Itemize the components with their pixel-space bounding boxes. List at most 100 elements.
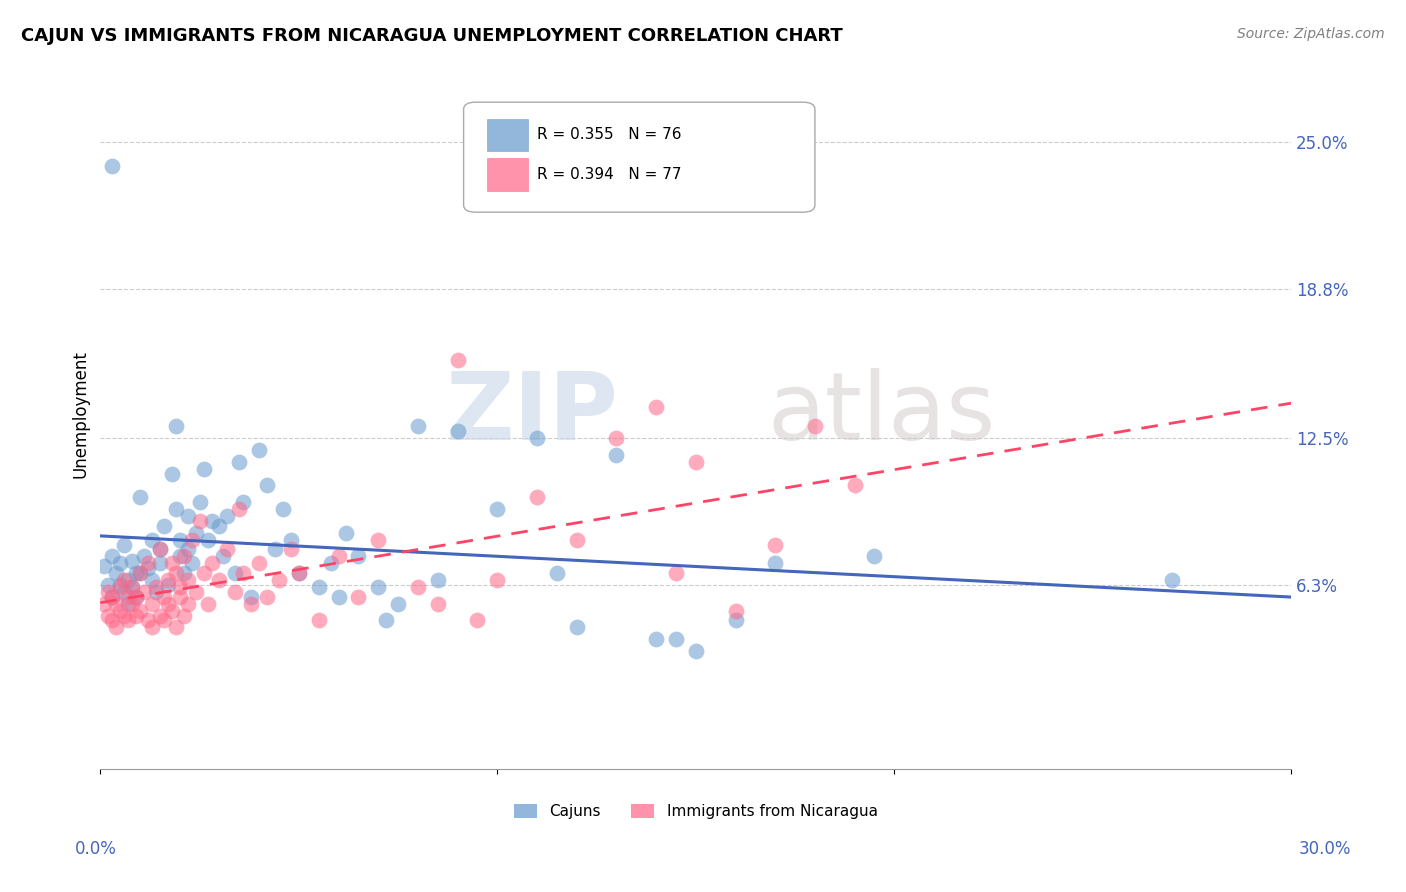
Point — [117, 573, 139, 587]
Point — [149, 557, 172, 571]
Point — [173, 549, 195, 564]
Point — [117, 597, 139, 611]
Point — [141, 573, 163, 587]
Point — [665, 566, 688, 580]
Point — [645, 401, 668, 415]
Point — [217, 509, 239, 524]
Point — [97, 585, 120, 599]
Point — [200, 557, 222, 571]
Point — [169, 580, 191, 594]
Point — [169, 533, 191, 547]
Point — [112, 573, 135, 587]
Point — [160, 557, 183, 571]
Point — [685, 644, 707, 658]
Point — [129, 490, 152, 504]
Point — [763, 537, 786, 551]
Point — [176, 542, 198, 557]
Point — [125, 608, 148, 623]
Point — [132, 585, 155, 599]
Point — [240, 590, 263, 604]
Point — [97, 608, 120, 623]
Point — [132, 549, 155, 564]
Point — [200, 514, 222, 528]
Point — [605, 431, 627, 445]
Point — [121, 597, 143, 611]
Text: ZIP: ZIP — [446, 368, 619, 460]
Point — [212, 549, 235, 564]
Point — [173, 608, 195, 623]
Point — [101, 549, 124, 564]
Point — [136, 613, 159, 627]
Point — [232, 495, 254, 509]
Point — [165, 419, 187, 434]
Text: 30.0%: 30.0% — [1298, 840, 1351, 858]
Point — [197, 597, 219, 611]
Point — [108, 557, 131, 571]
Text: Source: ZipAtlas.com: Source: ZipAtlas.com — [1237, 27, 1385, 41]
Point — [125, 590, 148, 604]
Point — [217, 542, 239, 557]
Point — [101, 590, 124, 604]
Point — [844, 478, 866, 492]
Point — [308, 613, 330, 627]
Point — [208, 573, 231, 587]
Point — [153, 613, 176, 627]
Point — [247, 442, 270, 457]
Point — [97, 578, 120, 592]
Point — [565, 533, 588, 547]
Point — [117, 590, 139, 604]
Point — [101, 613, 124, 627]
Legend: Cajuns, Immigrants from Nicaragua: Cajuns, Immigrants from Nicaragua — [508, 798, 883, 825]
Point — [105, 597, 128, 611]
Point — [208, 518, 231, 533]
Point — [156, 578, 179, 592]
Point — [804, 419, 827, 434]
Point — [526, 490, 548, 504]
Point — [247, 557, 270, 571]
Point — [685, 455, 707, 469]
Point — [193, 566, 215, 580]
Point — [176, 597, 198, 611]
Point — [145, 580, 167, 594]
Point — [426, 573, 449, 587]
Point — [149, 542, 172, 557]
Point — [645, 632, 668, 647]
Point — [180, 557, 202, 571]
Point — [121, 580, 143, 594]
Point — [197, 533, 219, 547]
Point — [112, 585, 135, 599]
Point — [145, 585, 167, 599]
Point — [256, 590, 278, 604]
Point — [763, 557, 786, 571]
Point — [136, 557, 159, 571]
Point — [224, 585, 246, 599]
Point — [129, 566, 152, 580]
Point — [724, 604, 747, 618]
Point — [121, 580, 143, 594]
Point — [288, 566, 311, 580]
Point — [141, 620, 163, 634]
Point — [288, 566, 311, 580]
Point — [165, 566, 187, 580]
Point — [367, 533, 389, 547]
Point — [108, 604, 131, 618]
Point — [1161, 573, 1184, 587]
Point — [112, 537, 135, 551]
Point — [125, 566, 148, 580]
Point — [129, 604, 152, 618]
Point — [129, 566, 152, 580]
Point — [160, 467, 183, 481]
Point — [256, 478, 278, 492]
Point — [136, 561, 159, 575]
Text: R = 0.355   N = 76: R = 0.355 N = 76 — [537, 128, 682, 143]
Point — [863, 549, 886, 564]
Point — [156, 573, 179, 587]
Point — [149, 608, 172, 623]
Point — [426, 597, 449, 611]
Point — [375, 613, 398, 627]
Point — [169, 549, 191, 564]
Point — [160, 604, 183, 618]
Point — [328, 549, 350, 564]
Point — [308, 580, 330, 594]
Point — [319, 557, 342, 571]
